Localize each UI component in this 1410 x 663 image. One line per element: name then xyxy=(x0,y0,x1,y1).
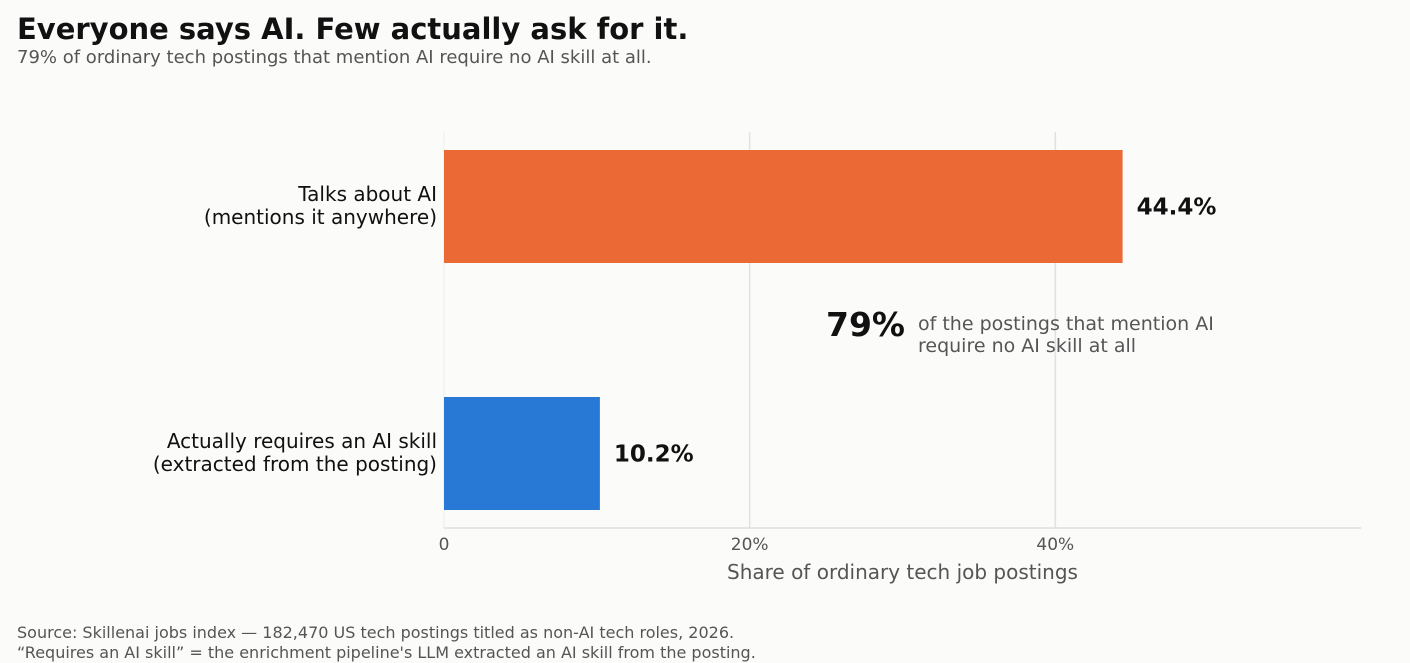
x-tick-label: 20% xyxy=(731,535,769,555)
x-axis-label: Share of ordinary tech job postings xyxy=(727,560,1078,584)
annotation-text: require no AI skill at all xyxy=(918,335,1136,357)
bar-value-label: 10.2% xyxy=(614,442,694,468)
x-tick-label: 0 xyxy=(439,535,450,555)
source-note: Source: Skillenai jobs index — 182,470 U… xyxy=(17,623,735,642)
category-label: (extracted from the posting) xyxy=(153,452,437,476)
category-label: (mentions it anywhere) xyxy=(204,205,437,229)
bar-1 xyxy=(444,397,600,510)
bar-0 xyxy=(444,150,1123,263)
bar-chart: 0 20% 40% Share of ordinary tech job postin… xyxy=(153,132,1361,584)
bar-value-label: 44.4% xyxy=(1137,195,1217,221)
category-label: Actually requires an AI skill xyxy=(167,429,437,453)
category-label: Talks about AI xyxy=(297,182,437,206)
chart-title: Everyone says AI. Few actually ask for i… xyxy=(17,12,689,46)
annotation-text: of the postings that mention AI xyxy=(918,313,1214,335)
chart-footer: Source: Skillenai jobs index — 182,470 U… xyxy=(17,623,756,663)
annotation-percent: 79% xyxy=(826,305,905,344)
chart-subtitle: 79% of ordinary tech postings that menti… xyxy=(17,47,652,68)
x-tick-label: 40% xyxy=(1036,535,1074,555)
definition-note: “Requires an AI skill” = the enrichment … xyxy=(17,643,756,662)
